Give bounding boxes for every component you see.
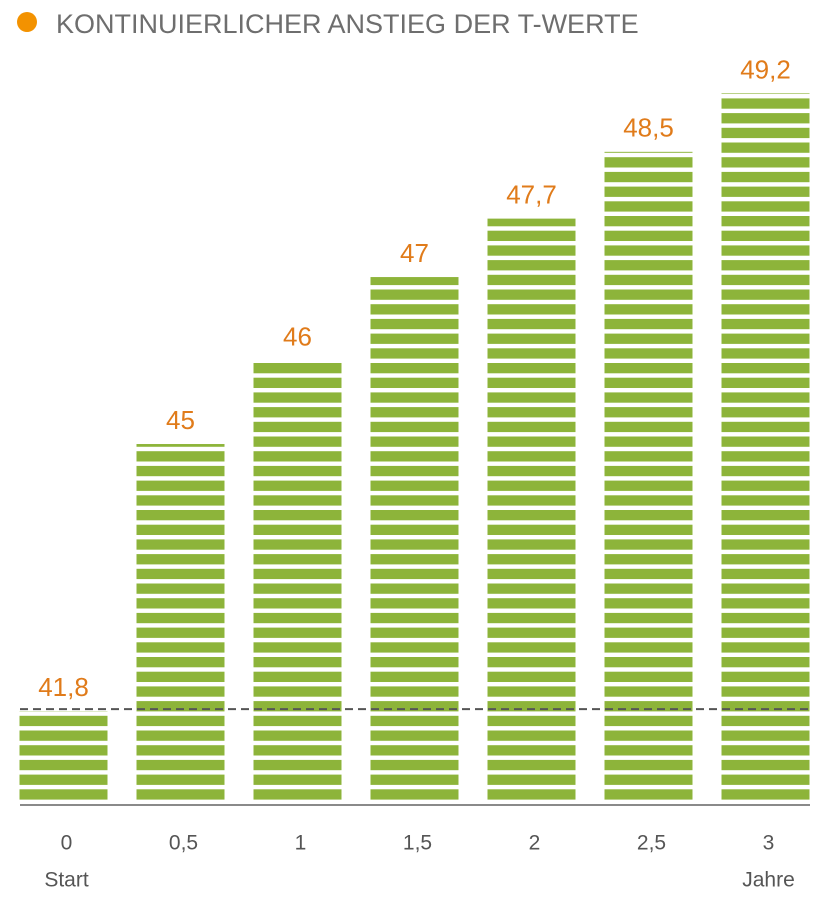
bar [721,93,810,804]
chart-title: KONTINUIERLICHER ANSTIEG DER T-WERTE [56,9,639,39]
x-tick-label: 0 [61,832,73,855]
value-label: 48,5 [623,113,674,143]
bar [370,277,459,804]
x-sublabel: Start [44,869,89,892]
bar [19,711,108,803]
value-label: 47 [400,238,429,268]
bar [253,360,342,803]
bar [136,444,225,803]
x-tick-label: 2 [529,832,541,855]
bar [487,218,576,803]
bar [604,151,693,803]
x-tick-label: 1,5 [403,832,432,855]
value-label: 47,7 [506,179,557,209]
value-label: 46 [283,321,312,351]
title-dot [17,12,37,32]
x-tick-label: 3 [763,832,775,855]
value-label: 41,8 [38,672,89,702]
x-tick-label: 2,5 [637,832,666,855]
value-label: 49,2 [740,54,791,84]
x-sublabel: Jahre [742,869,795,892]
value-label: 45 [166,405,195,435]
x-tick-label: 0,5 [169,832,198,855]
x-tick-label: 1 [295,832,307,855]
